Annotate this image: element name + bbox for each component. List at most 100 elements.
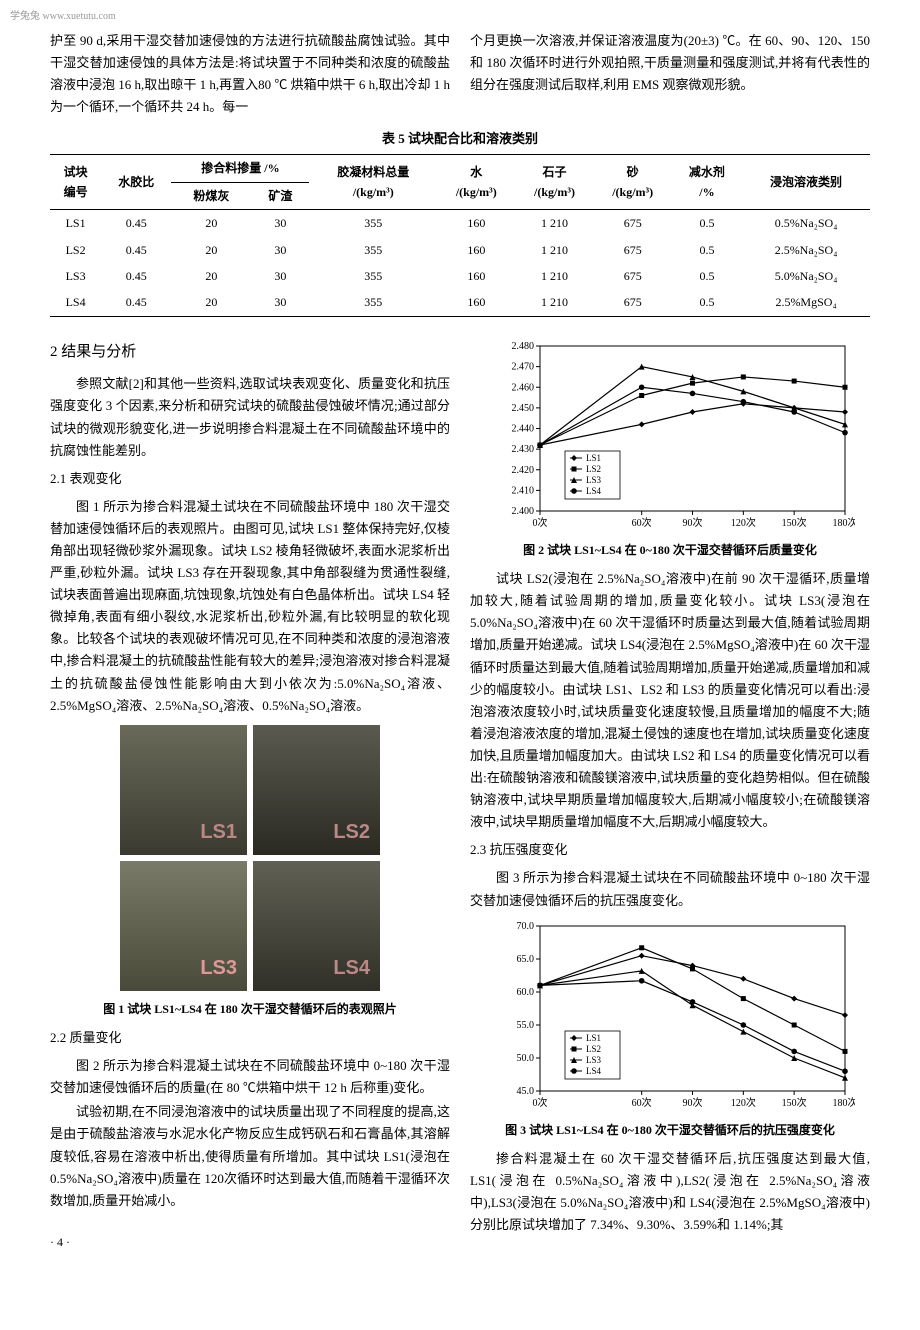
svg-text:2.470: 2.470 [512,361,535,372]
svg-text:90次: 90次 [683,516,703,529]
svg-text:LS4: LS4 [586,486,602,496]
svg-text:LS1: LS1 [586,453,601,463]
svg-text:2.400: 2.400 [512,506,535,517]
fig3-caption: 图 3 试块 LS1~LS4 在 0~180 次干湿交替循环后的抗压强度变化 [470,1120,870,1140]
watermark: 学兔兔 www.xuetutu.com [10,8,116,25]
intro-right: 个月更换一次溶液,并保证溶液温度为(20±3) ℃。在 60、90、120、15… [470,30,870,118]
svg-text:60.0: 60.0 [517,987,535,998]
table-cell: 675 [594,237,672,263]
table-cell: 160 [437,263,515,289]
svg-text:2.420: 2.420 [512,465,535,476]
th-sand: 砂/(kg/m³) [594,155,672,210]
svg-text:90次: 90次 [683,1096,703,1109]
svg-text:LS3: LS3 [586,1055,602,1065]
right-para2: 掺合料混凝土在 60 次干湿交替循环后,抗压强度达到最大值, LS1(浸泡在 0… [470,1148,870,1236]
svg-text:0次: 0次 [533,1096,548,1109]
fig1-caption: 图 1 试块 LS1~LS4 在 180 次干湿交替循环后的表观照片 [50,999,450,1019]
section2-heading: 2 结果与分析 [50,340,450,366]
table-cell: 30 [251,237,309,263]
svg-text:55.0: 55.0 [517,1020,535,1031]
table-cell: 675 [594,263,672,289]
table-cell: 160 [437,289,515,316]
th-binder: 胶凝材料总量/(kg/m³) [309,155,437,210]
table-cell: 30 [251,263,309,289]
table-cell: LS2 [50,237,101,263]
svg-text:150次: 150次 [782,516,807,529]
svg-text:2.440: 2.440 [512,423,535,434]
table-cell: 0.5 [672,237,742,263]
th-water: 水/(kg/m³) [437,155,515,210]
table-cell: 160 [437,210,515,237]
table-cell: LS3 [50,263,101,289]
svg-text:LS4: LS4 [586,1066,602,1076]
table-cell: 355 [309,289,437,316]
intro-columns: 护至 90 d,采用干湿交替加速侵蚀的方法进行抗硫酸盐腐蚀试验。其中干湿交替加速… [50,30,870,118]
table-cell: 0.45 [101,289,171,316]
section21-para1: 图 1 所示为掺合料混凝土试块在不同硫酸盐环境中 180 次干湿交替加速侵蚀循环… [50,496,450,717]
table-cell: 20 [171,210,251,237]
svg-text:180次: 180次 [833,516,856,529]
table-cell: LS4 [50,289,101,316]
photo-ls2: LS2 [253,725,380,855]
svg-text:180次: 180次 [833,1096,856,1109]
th-stone: 石子/(kg/m³) [515,155,593,210]
table-cell: 675 [594,289,672,316]
svg-text:2.430: 2.430 [512,444,535,455]
svg-text:60次: 60次 [632,516,652,529]
th-id: 试块编号 [50,155,101,210]
fig3-chart: 45.0 50.0 55.0 60.0 65.0 70.0 0次 60次 90次 120次 150次… [485,916,855,1116]
section2-para1: 参照文献[2]和其他一些资料,选取试块表观变化、质量变化和抗压强度变化 3 个因… [50,373,450,461]
svg-text:LS3: LS3 [586,475,602,485]
svg-text:120次: 120次 [731,516,756,529]
svg-text:50.0: 50.0 [517,1053,535,1064]
svg-text:2.460: 2.460 [512,382,535,393]
section23-heading: 2.3 抗压强度变化 [470,839,870,861]
table-cell: LS1 [50,210,101,237]
svg-text:65.0: 65.0 [517,954,535,965]
table-cell: 0.45 [101,263,171,289]
photo-ls3: LS3 [120,861,247,991]
section22-para2: 试验初期,在不同浸泡溶液中的试块质量出现了不同程度的提高,这是由于硫酸盐溶液与水… [50,1101,450,1211]
fig2-caption: 图 2 试块 LS1~LS4 在 0~180 次干湿交替循环后质量变化 [470,540,870,560]
table-cell: 1 210 [515,263,593,289]
table-cell: 675 [594,210,672,237]
th-admix: 掺合料掺量 /% [171,155,309,182]
section22-heading: 2.2 质量变化 [50,1027,450,1049]
table-cell: 2.5%Na₂SO₄ [742,237,870,263]
th-wr: 减水剂/% [672,155,742,210]
intro-left: 护至 90 d,采用干湿交替加速侵蚀的方法进行抗硫酸盐腐蚀试验。其中干湿交替加速… [50,30,450,118]
table-cell: 0.5 [672,263,742,289]
svg-text:150次: 150次 [782,1096,807,1109]
table-cell: 20 [171,237,251,263]
th-flyash: 粉煤灰 [171,182,251,209]
table-cell: 20 [171,289,251,316]
th-sol: 浸泡溶液类别 [742,155,870,210]
table-cell: 0.45 [101,237,171,263]
fig2-chart: 2.400 2.410 2.420 2.430 2.440 2.450 2.460 2.470… [485,336,855,536]
svg-text:2.450: 2.450 [512,403,535,414]
table5-caption: 表 5 试块配合比和溶液类别 [50,128,870,150]
table-cell: 30 [251,289,309,316]
right-column: 2.400 2.410 2.420 2.430 2.440 2.450 2.460 2.470… [470,332,870,1252]
fig1-photos: LS1 LS2 LS3 LS4 [120,725,380,991]
section21-heading: 2.1 表观变化 [50,468,450,490]
table-cell: 160 [437,237,515,263]
svg-text:45.0: 45.0 [517,1086,535,1097]
svg-text:70.0: 70.0 [517,921,535,932]
svg-text:2.480: 2.480 [512,341,535,352]
table-cell: 355 [309,237,437,263]
right-para: 试块 LS2(浸泡在 2.5%Na₂SO₄溶液中)在前 90 次干湿循环,质量增… [470,568,870,833]
main-columns: 2 结果与分析 参照文献[2]和其他一些资料,选取试块表观变化、质量变化和抗压强… [50,332,870,1252]
svg-text:120次: 120次 [731,1096,756,1109]
svg-text:2.410: 2.410 [512,485,535,496]
table-cell: 30 [251,210,309,237]
left-column: 2 结果与分析 参照文献[2]和其他一些资料,选取试块表观变化、质量变化和抗压强… [50,332,450,1252]
table-cell: 355 [309,210,437,237]
th-wb: 水胶比 [101,155,171,210]
photo-ls1: LS1 [120,725,247,855]
th-slag: 矿渣 [251,182,309,209]
svg-text:60次: 60次 [632,1096,652,1109]
table-cell: 1 210 [515,289,593,316]
table-cell: 0.5 [672,210,742,237]
table-cell: 1 210 [515,210,593,237]
